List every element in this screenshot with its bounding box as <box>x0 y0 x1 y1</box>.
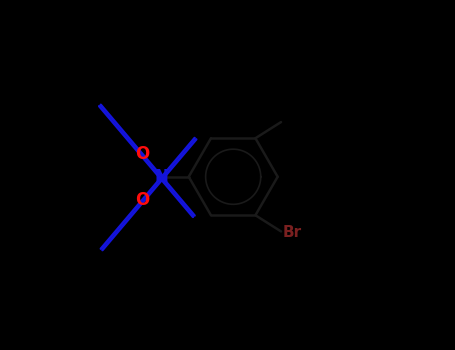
Text: O: O <box>135 145 150 163</box>
Text: O: O <box>135 191 150 209</box>
Text: N: N <box>155 168 169 186</box>
Text: Br: Br <box>283 225 302 240</box>
